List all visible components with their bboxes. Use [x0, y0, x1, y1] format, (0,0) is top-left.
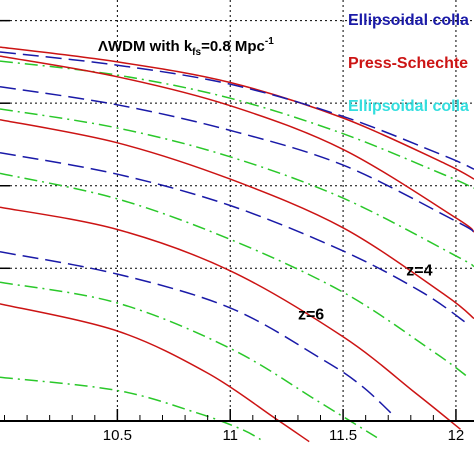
series-line-4: [0, 85, 474, 233]
series-line-0: [0, 46, 474, 180]
series-line-13: [0, 376, 265, 443]
model-annotation-prefix: ΛWDM with k: [98, 38, 193, 55]
legend-entry-2: Press-Schechte: [348, 55, 468, 72]
grid-lines: [0, 0, 474, 421]
legend-entry-1: Ellipsoidal colla: [348, 12, 469, 29]
redshift-label-0: z=4: [406, 263, 432, 280]
series-line-5: [0, 108, 474, 268]
x-tick-label-0: 10.5: [103, 427, 132, 444]
x-tick-labels: 10.5 11 11.5 12: [103, 427, 465, 444]
redshift-label-1: z=6: [298, 306, 324, 323]
series-line-8: [0, 172, 468, 378]
redshift-labels: z=4 z=6: [298, 263, 433, 324]
model-annotation: ΛWDM with kfs=0.8 Mpc-1: [98, 36, 274, 58]
series-line-1: [0, 51, 474, 170]
legend: Ellipsoidal colla Press-Schechte Ellipso…: [348, 12, 469, 115]
x-tick-label-1: 11: [222, 427, 238, 444]
model-annotation-superscript: -1: [265, 36, 274, 47]
series-line-9: [0, 206, 461, 430]
x-tick-label-3: 12: [448, 427, 465, 444]
x-tick-label-2: 11.5: [329, 427, 357, 444]
series-layer: [0, 46, 474, 443]
series-line-11: [0, 281, 378, 439]
series-line-7: [0, 151, 468, 325]
legend-entry-3: Ellipsoidal colla: [348, 98, 469, 115]
series-line-2: [0, 60, 474, 189]
model-annotation-middle: =0.8 Mpc: [201, 38, 265, 55]
series-line-3: [0, 55, 474, 233]
series-line-10: [0, 251, 396, 418]
model-annotation-subscript: fs: [192, 47, 201, 58]
series-line-12: [0, 303, 310, 443]
axes-layer: [0, 19, 474, 422]
series-line-6: [0, 118, 474, 320]
